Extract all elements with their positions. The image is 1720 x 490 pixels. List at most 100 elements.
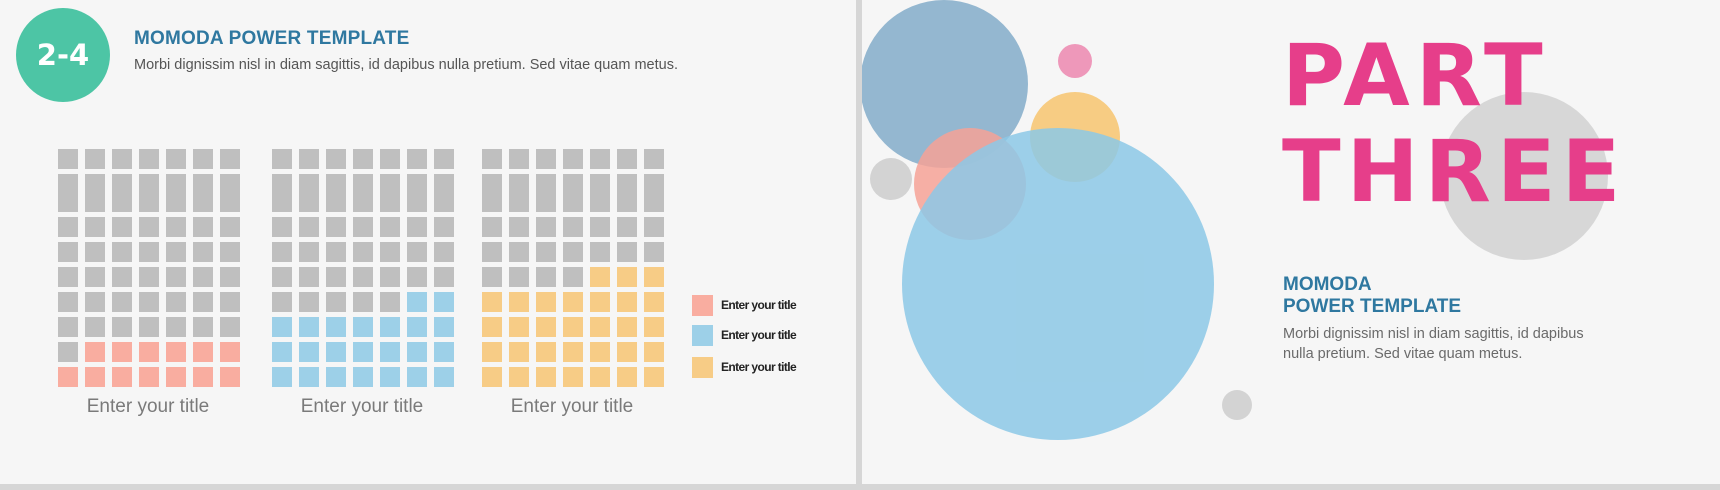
waffle-cell bbox=[563, 149, 583, 169]
waffle-cell bbox=[380, 149, 400, 169]
waffle-cell bbox=[58, 292, 78, 312]
waffle-cell bbox=[85, 242, 105, 262]
right-title-line2: POWER TEMPLATE bbox=[1283, 296, 1462, 317]
waffle-cell bbox=[563, 174, 583, 212]
waffle-cell bbox=[112, 292, 132, 312]
waffle-cell bbox=[220, 292, 240, 312]
waffle-cell bbox=[482, 217, 502, 237]
waffle-cell bbox=[193, 217, 213, 237]
waffle-cell bbox=[58, 174, 78, 212]
waffle-cell bbox=[617, 317, 637, 337]
waffle-cell bbox=[644, 317, 664, 337]
waffle-cell bbox=[112, 342, 132, 362]
legend-swatch-2 bbox=[692, 324, 713, 346]
waffle-cell bbox=[563, 317, 583, 337]
waffle-cell bbox=[482, 342, 502, 362]
waffle-cell bbox=[112, 149, 132, 169]
waffle-cell bbox=[220, 217, 240, 237]
waffle-cell bbox=[272, 317, 292, 337]
waffle-cell bbox=[58, 317, 78, 337]
waffle-cell bbox=[139, 174, 159, 212]
waffle-cell bbox=[139, 149, 159, 169]
waffle-cell bbox=[85, 149, 105, 169]
waffle-cell bbox=[326, 267, 346, 287]
waffle-cell bbox=[193, 242, 213, 262]
waffle-cell bbox=[509, 149, 529, 169]
waffle-cell bbox=[326, 217, 346, 237]
waffle-cell bbox=[482, 149, 502, 169]
waffle-cell bbox=[166, 174, 186, 212]
waffle-cell bbox=[85, 317, 105, 337]
waffle-cell bbox=[299, 317, 319, 337]
waffle-cell bbox=[434, 292, 454, 312]
waffle-cell bbox=[85, 174, 105, 212]
waffle-cell bbox=[299, 217, 319, 237]
waffle-cell bbox=[220, 174, 240, 212]
waffle-cell bbox=[482, 317, 502, 337]
waffle-cell bbox=[139, 367, 159, 387]
waffle-cell bbox=[617, 149, 637, 169]
waffle-cell bbox=[112, 267, 132, 287]
waffle-cell bbox=[590, 342, 610, 362]
waffle-cell bbox=[353, 174, 373, 212]
waffle-cell bbox=[380, 342, 400, 362]
waffle-cell bbox=[482, 367, 502, 387]
waffle-cell bbox=[220, 267, 240, 287]
waffle-cell bbox=[299, 367, 319, 387]
circle-tiny-grey bbox=[1222, 390, 1252, 420]
waffle-cell bbox=[380, 267, 400, 287]
waffle-cell bbox=[193, 174, 213, 212]
waffle-cell bbox=[353, 342, 373, 362]
waffle-cell bbox=[407, 292, 427, 312]
slide-subtitle: Morbi dignissim nisl in diam sagittis, i… bbox=[134, 57, 678, 73]
waffle-cell bbox=[434, 217, 454, 237]
waffle-cell bbox=[299, 267, 319, 287]
part-title-line2: THREE bbox=[1282, 122, 1627, 222]
waffle-cell bbox=[139, 317, 159, 337]
waffle-caption-3: Enter your title bbox=[510, 396, 634, 417]
waffle-cell bbox=[563, 292, 583, 312]
section-badge: 2-4 bbox=[16, 8, 110, 102]
waffle-cell bbox=[617, 367, 637, 387]
waffle-chart-1 bbox=[58, 149, 240, 387]
waffle-cell bbox=[434, 342, 454, 362]
waffle-cell bbox=[509, 217, 529, 237]
waffle-caption-2: Enter your title bbox=[300, 396, 424, 417]
waffle-cell bbox=[617, 242, 637, 262]
slide-right: PART THREE MOMODA POWER TEMPLATE Morbi d… bbox=[862, 0, 1720, 484]
waffle-chart-3 bbox=[482, 149, 664, 387]
waffle-cell bbox=[434, 367, 454, 387]
waffle-cell bbox=[299, 174, 319, 212]
legend-swatch-3 bbox=[692, 356, 713, 378]
waffle-cell bbox=[272, 367, 292, 387]
waffle-cell bbox=[482, 267, 502, 287]
waffle-cell bbox=[139, 242, 159, 262]
waffle-cell bbox=[380, 317, 400, 337]
waffle-cell bbox=[563, 267, 583, 287]
waffle-cell bbox=[85, 267, 105, 287]
legend-item-1: Enter your title bbox=[692, 294, 797, 316]
waffle-cell bbox=[353, 292, 373, 312]
waffle-cell bbox=[58, 342, 78, 362]
waffle-cell bbox=[220, 242, 240, 262]
waffle-cell bbox=[166, 317, 186, 337]
waffle-cell bbox=[407, 242, 427, 262]
legend-label-2: Enter your title bbox=[721, 328, 797, 342]
waffle-cell bbox=[644, 149, 664, 169]
waffle-cell bbox=[193, 292, 213, 312]
waffle-cell bbox=[617, 267, 637, 287]
legend-item-3: Enter your title bbox=[692, 356, 797, 378]
waffle-cell bbox=[58, 367, 78, 387]
waffle-cell bbox=[193, 342, 213, 362]
waffle-cell bbox=[536, 242, 556, 262]
waffle-cell bbox=[407, 367, 427, 387]
right-title-line1: MOMODA bbox=[1283, 274, 1372, 295]
waffle-cell bbox=[509, 267, 529, 287]
waffle-cell bbox=[434, 242, 454, 262]
waffle-cell bbox=[85, 292, 105, 312]
waffle-cell bbox=[563, 242, 583, 262]
waffle-cell bbox=[536, 217, 556, 237]
waffle-cell bbox=[272, 174, 292, 212]
waffle-cell bbox=[220, 367, 240, 387]
slide-left: 2-4 MOMODA POWER TEMPLATE Morbi dignissi… bbox=[0, 0, 856, 484]
